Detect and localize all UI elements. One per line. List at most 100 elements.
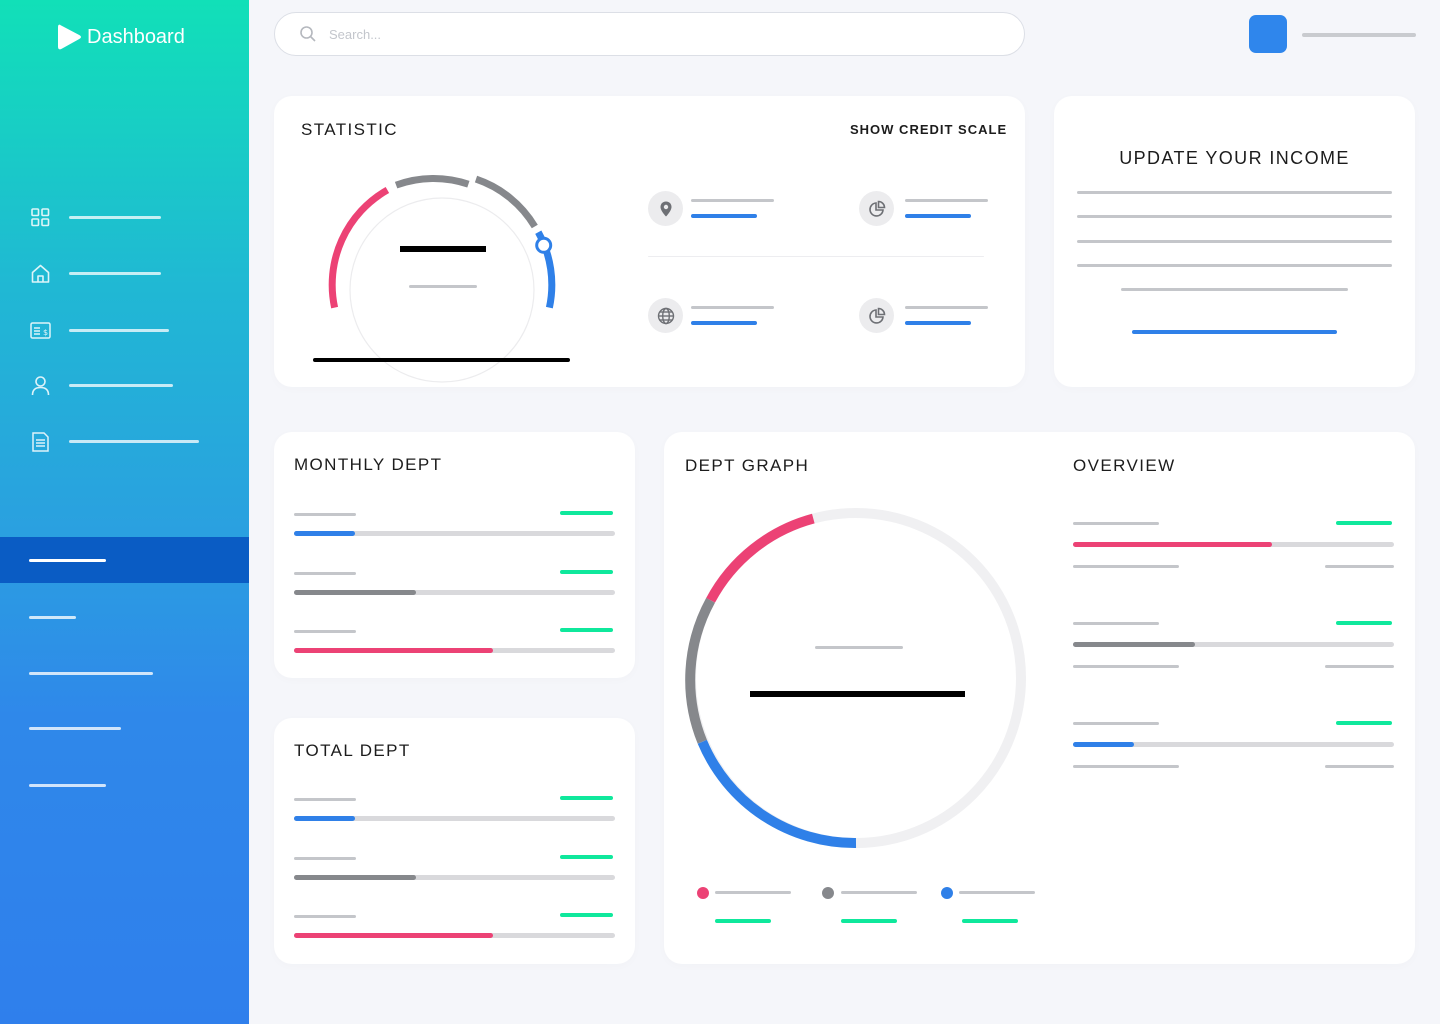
dept-row-value [560,855,613,859]
progress-fill [1073,742,1134,747]
legend-value [841,919,897,923]
user-name-placeholder [1302,33,1416,37]
document-icon [32,432,49,452]
progress-fill [1073,542,1273,547]
stat-value [905,321,971,325]
text-line [1077,264,1392,267]
stat-value [691,321,757,325]
overview-row-label [1073,722,1159,725]
dept-row-label [294,513,356,516]
nav-item-label [69,384,173,387]
sidebar-subitem[interactable] [29,784,106,787]
stat-icon [859,191,894,226]
dept-row-label [294,630,356,633]
dept-row-label [294,572,356,575]
legend-label [841,891,917,894]
stat-value [905,214,971,218]
donut-segment-pink [706,513,815,603]
dept-row-value [560,511,613,515]
text-line [1077,191,1392,194]
search-bar[interactable] [274,12,1025,56]
pie-chart-icon [868,200,885,217]
progress-track [294,933,615,938]
overview-row-sublabel [1073,765,1179,768]
sidebar: Dashboard $ [0,0,249,1024]
dept-graph-card [664,432,1415,964]
score-placeholder [313,358,570,362]
sidebar-subitem[interactable] [29,616,76,619]
nav-item-label [69,272,161,275]
total-dept-card [274,718,635,964]
dept-graph-title: DEPT GRAPH [685,456,810,475]
overview-row-sublabel [1073,665,1179,668]
overview-row-subvalue [1325,565,1394,568]
search-icon [300,26,316,42]
progress-track [294,816,615,821]
user-icon [31,376,50,396]
overview-row-label [1073,522,1159,525]
nav-item-home[interactable] [30,263,161,284]
overview-row-sublabel [1073,565,1179,568]
stat-value [691,214,757,218]
dept-row-value [560,570,613,574]
progress-track [294,648,615,653]
avatar[interactable] [1249,15,1287,53]
monthly-dept-title: MONTHLY DEPT [294,455,443,474]
dept-row-value [560,913,613,917]
total-dept-title: TOTAL DEPT [294,741,411,760]
sidebar-item-active[interactable] [0,537,249,583]
progress-track [294,531,615,536]
nav-item-receipt[interactable]: $ [30,320,169,341]
text-line [1077,240,1392,243]
nav-item-label [69,440,199,443]
progress-track [294,875,615,880]
nav-item-grid[interactable] [30,207,161,228]
stat-label [691,199,774,202]
statistic-title: STATISTIC [301,120,398,139]
progress-fill [294,590,416,595]
stat-label [691,306,774,309]
overview-title: OVERVIEW [1073,456,1176,475]
progress-track [294,590,615,595]
progress-track [1073,742,1394,747]
dept-row-label [294,857,356,860]
monthly-dept-card [274,432,635,678]
gauge-handle[interactable] [535,236,553,254]
legend-dot-blue [941,887,953,899]
overview-row-value [1336,621,1392,625]
legend-label [715,891,791,894]
brand-logo[interactable]: Dashboard [57,24,185,50]
legend-value [715,919,771,923]
show-credit-scale-link[interactable]: SHOW CREDIT SCALE [850,122,1008,137]
sidebar-item-label [29,559,106,562]
play-logo-icon [58,24,81,50]
divider [648,256,984,257]
legend-label [959,891,1035,894]
sidebar-subitem[interactable] [29,672,153,675]
sidebar-subitem[interactable] [29,727,121,730]
progress-fill [294,816,355,821]
update-income-link[interactable] [1132,330,1337,334]
nav-item-user[interactable] [30,375,173,396]
donut-segment-gray [685,597,715,744]
stat-icon [648,298,683,333]
nav-item-document[interactable] [30,431,199,452]
donut-segment-blue [697,739,857,849]
search-input[interactable] [329,26,929,42]
overview-row-subvalue [1325,765,1394,768]
overview-row-label [1073,622,1159,625]
statistic-card [274,96,1025,387]
progress-track [1073,542,1394,547]
receipt-icon: $ [30,322,51,339]
dept-row-value [560,628,613,632]
overview-row-subvalue [1325,665,1394,668]
dept-row-label [294,798,356,801]
progress-track [1073,642,1394,647]
svg-text:$: $ [43,328,48,337]
progress-fill [294,875,416,880]
stat-label [905,306,988,309]
home-icon [31,264,50,283]
dept-row-value [560,796,613,800]
income-title: UPDATE YOUR INCOME [1119,148,1350,168]
pie-chart-icon [868,307,885,324]
